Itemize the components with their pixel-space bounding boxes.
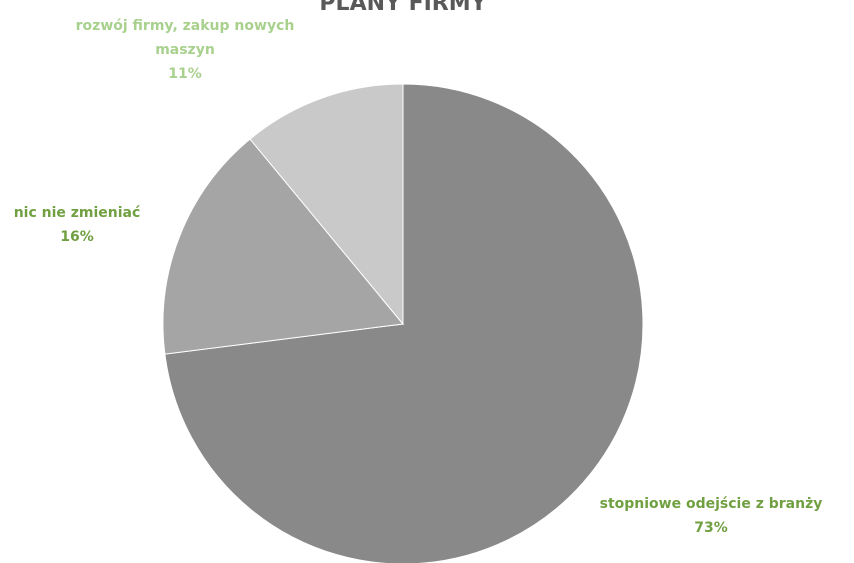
slice-data-label: nic nie zmieniać 16%	[14, 205, 141, 245]
slice-data-label: stopniowe odejście z branży 73%	[600, 496, 823, 536]
pie-slice	[164, 83, 644, 563]
pie-data-labels: stopniowe odejście z branży 73% nic nie zm…	[14, 18, 823, 536]
chart-title: PLANY FIRMY	[319, 0, 487, 16]
pie-slice	[249, 83, 404, 326]
slice-data-label: rozwój firmy, zakup nowych maszyn 11%	[76, 18, 295, 82]
pie-slice	[162, 138, 404, 355]
pie-slices	[162, 83, 644, 563]
